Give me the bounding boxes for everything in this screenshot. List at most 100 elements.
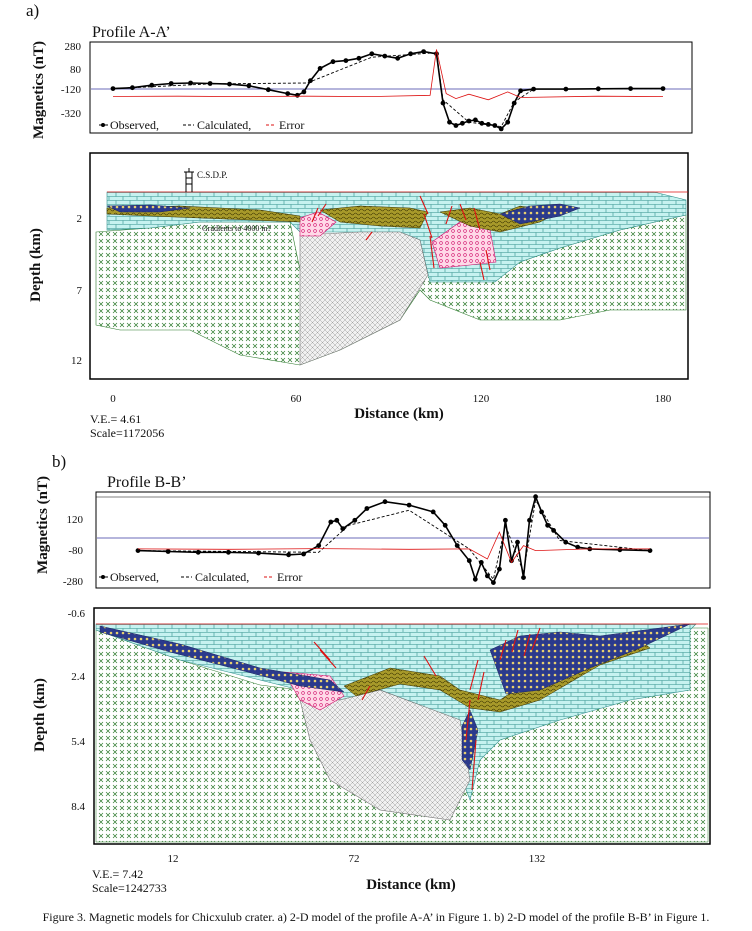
observed-point [485,573,490,579]
observed-point [395,55,401,61]
observed-point [226,549,231,555]
panel-b-label: b) [52,452,66,471]
depth-tick-a-2: 2 [77,213,83,225]
depth-ylabel-b: Depth (km) [32,678,48,752]
melt-body-right-a [431,221,497,269]
mag-tick-b-minus80: -80 [68,545,83,557]
observed-point [246,83,252,89]
magnetics-ylabel-b: Magnetics (nT) [35,476,51,574]
observed-point [364,506,370,511]
observed-point [575,544,581,550]
depth-ticks-b: -0.6 2.4 5.4 8.4 [68,608,86,813]
distance-ticks-a: 0 60 120 180 [110,393,672,405]
observed-point [356,55,362,61]
panel-a-label: a) [26,1,39,20]
observed-point [472,576,478,582]
observed-point [421,49,426,54]
observed-curve-b [137,494,651,585]
observed-point [503,517,508,523]
dist-tick-b-12: 12 [168,853,179,865]
magnetics-ticks-a: 280 80 -120 -320 [61,41,82,120]
csdp-label: C.S.D.P. [197,170,228,180]
dotted-unit-right-a [499,203,581,225]
observed-point [317,66,323,71]
geologic-model-a [95,191,688,366]
dist-tick-a-0: 0 [110,393,116,405]
magnetics-plot-frame-b [95,491,711,589]
mag-tick-a-280: 280 [65,41,82,53]
legend-b: Observed, Calculated, Error [99,570,302,584]
profile-a-title: Profile A-A’ [92,24,171,41]
breccia-sheet-center-a [319,205,429,229]
observed-point [188,80,194,86]
legend-observed-b: Observed, [110,570,159,584]
dist-tick-a-60: 60 [291,393,303,405]
error-curve-b [137,531,650,564]
magnetics-ticks-b: 120 -80 -280 [63,514,84,588]
observed-point [265,87,271,93]
observed-point [352,517,358,523]
depth-ticks-a: 2 7 12 [71,213,83,367]
dotted-unit-left-b [99,625,345,693]
magnetics-ylabel-a: Magnetics (nT) [31,41,47,139]
geologic-model-b [95,623,709,843]
depth-tick-b-2.4: 2.4 [71,671,85,683]
melt-body-left-a [299,211,337,237]
calculated-curve-a [112,52,664,128]
observed-point [301,89,307,95]
gradient-annotation-a: Gradients to 4000 m? [202,224,272,233]
distance-xlabel-a: Distance (km) [354,406,444,422]
vertical-exaggeration-a: V.E.= 4.61 [90,412,141,426]
observed-point [563,539,569,545]
scale-b: Scale=1242733 [92,881,167,895]
observed-point [491,580,496,585]
observed-point [334,517,340,523]
dist-tick-b-72: 72 [349,853,360,865]
observed-point [382,499,388,505]
depth-tick-a-7: 7 [77,285,83,297]
legend-error-a: Error [279,118,304,132]
observed-point [479,120,485,126]
profile-b-title: Profile B-B’ [107,474,187,491]
observed-point [551,528,556,533]
observed-point [518,88,523,94]
observed-point [430,509,436,515]
observed-point [595,86,601,92]
observed-point [343,58,349,63]
distance-xlabel-b: Distance (km) [366,877,456,893]
observed-point [328,519,334,525]
depth-tick-b-minus0.6: -0.6 [68,608,86,620]
observed-point [369,51,375,57]
dist-tick-a-180: 180 [655,393,672,405]
crater-breccia-a [299,231,429,366]
observed-point [497,566,502,572]
mag-tick-a-80: 80 [70,64,82,76]
observed-point [498,126,504,132]
fault-lines-b [313,627,541,791]
observed-point [316,543,322,548]
mag-tick-b-minus280: -280 [63,576,84,588]
observed-point [447,119,452,125]
observed-point [195,549,201,555]
vertical-exaggeration-b: V.E.= 7.42 [92,867,143,881]
observed-point [442,522,448,528]
scale-a: Scale=1172056 [90,426,164,440]
magnetics-plot-frame-a [89,41,693,134]
observed-point [473,117,478,123]
observed-point [660,86,666,91]
observed-point [460,120,465,126]
observed-point [533,494,538,500]
panel-b: b) Profile B-B’ Magnetics (nT) 120 -80 -… [32,452,711,895]
observed-point [286,552,291,558]
observed-point [406,502,412,508]
depth-tick-a-12: 12 [71,355,82,367]
observed-point [130,85,135,91]
observed-point [295,92,300,98]
depth-tick-b-5.4: 5.4 [71,736,85,748]
observed-point [408,51,413,57]
observed-point [454,543,460,548]
panel-a: a) Profile A-A’ Magnetics (nT) 280 80 -1… [26,1,693,440]
observed-point [440,100,446,106]
magnetic-series-b [135,494,653,585]
